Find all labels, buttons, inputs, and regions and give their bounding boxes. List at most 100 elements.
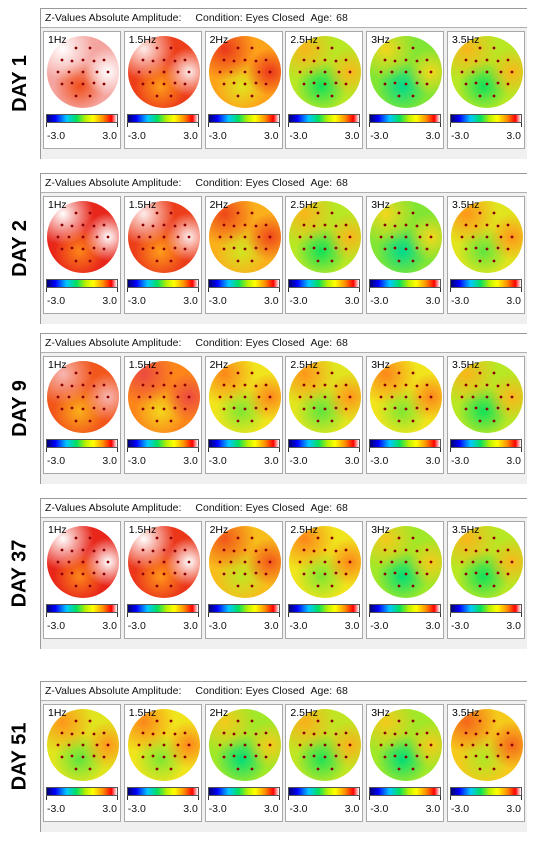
topomap-cell[interactable]: 1.5Hz -3.0 3.0 — [123, 196, 202, 314]
topomap-cell[interactable]: 1Hz -3.0 3.0 — [43, 521, 121, 639]
electrode-dot — [478, 94, 482, 98]
head-map — [47, 361, 119, 433]
electrode-dot — [344, 58, 348, 62]
electrode-dot — [383, 548, 387, 552]
topomap-cell[interactable]: 2Hz -3.0 3.0 — [204, 196, 283, 314]
topomap-cell[interactable]: 3Hz -3.0 3.0 — [366, 31, 445, 149]
frequency-label: 1Hz — [48, 34, 67, 46]
electrode-layer — [56, 371, 110, 423]
head-map — [450, 526, 523, 598]
electrode-dot — [70, 59, 74, 63]
topomap-cell[interactable]: 2Hz -3.0 3.0 — [204, 521, 283, 639]
topomap-panel: Z-Values Absolute Amplitude: Condition: E… — [40, 8, 527, 159]
topomap-cell[interactable]: 2.5Hz -3.0 3.0 — [285, 31, 364, 149]
topomap-cell[interactable]: 3Hz -3.0 3.0 — [366, 196, 445, 314]
head-map — [47, 526, 119, 598]
electrode-dot — [243, 82, 246, 86]
electrode-dot — [464, 572, 468, 576]
electrode-dot — [411, 719, 415, 723]
topomap-cell[interactable]: 1Hz -3.0 3.0 — [43, 196, 121, 314]
electrode-dot — [334, 571, 338, 575]
panel-header: Z-Values Absolute Amplitude: Condition: E… — [41, 334, 527, 353]
electrode-dot — [323, 395, 327, 399]
electrode-dot — [102, 247, 106, 251]
electrode-dot — [88, 584, 92, 588]
topomap-cell[interactable]: 2Hz -3.0 3.0 — [204, 31, 283, 149]
topomap-cell[interactable]: 2Hz -3.0 3.0 — [204, 356, 283, 474]
electrode-layer — [137, 46, 191, 98]
electrode-dot — [404, 407, 408, 411]
electrode-dot — [464, 58, 468, 62]
electrode-layer — [56, 719, 110, 771]
topomap-cell[interactable]: 1.5Hz -3.0 3.0 — [123, 356, 202, 474]
topomap-cell[interactable]: 3.5Hz -3.0 3.0 — [446, 31, 525, 149]
electrode-dot — [141, 731, 145, 735]
electrode-dot — [344, 731, 348, 735]
scale-min: -3.0 — [127, 803, 146, 815]
topomap-cell[interactable]: 3Hz -3.0 3.0 — [366, 704, 445, 822]
topomap-cell[interactable]: 1Hz -3.0 3.0 — [43, 31, 121, 149]
topomap-cell[interactable]: 1.5Hz -3.0 3.0 — [123, 521, 202, 639]
electrode-dot — [474, 384, 478, 388]
electrode-dot — [102, 383, 106, 387]
scale-min: -3.0 — [450, 130, 470, 142]
topomap-cell[interactable]: 2.5Hz -3.0 3.0 — [285, 704, 364, 822]
electrode-layer — [218, 211, 271, 263]
electrode-dot — [148, 70, 152, 74]
topomap-cell[interactable]: 3.5Hz -3.0 3.0 — [446, 521, 525, 639]
scale-labels: -3.0 3.0 — [289, 295, 359, 307]
topomap-cell[interactable]: 2Hz -3.0 3.0 — [204, 704, 283, 822]
topomap-cell[interactable]: 3.5Hz -3.0 3.0 — [446, 356, 525, 474]
electrode-dot — [187, 560, 191, 564]
topomap-cell[interactable]: 3Hz -3.0 3.0 — [366, 521, 445, 639]
electrode-dot — [496, 549, 500, 553]
topomap-cell[interactable]: 1Hz -3.0 3.0 — [43, 356, 121, 474]
frequency-label: 2.5Hz — [290, 524, 318, 536]
electrode-dot — [254, 384, 257, 388]
electrode-dot — [183, 572, 187, 576]
electrode-dot — [151, 246, 155, 250]
topomap-panel: Z-Values Absolute Amplitude: Condition: E… — [40, 681, 527, 832]
topomap-cell[interactable]: 2.5Hz -3.0 3.0 — [285, 521, 364, 639]
electrode-dot — [243, 235, 246, 239]
color-scale-bar — [126, 439, 199, 448]
topomap-cell[interactable]: 2.5Hz -3.0 3.0 — [285, 356, 364, 474]
day-label-text: DAY 37 — [8, 539, 31, 607]
electrode-dot — [323, 548, 327, 552]
electrode-dot — [397, 536, 401, 540]
topomap-cell[interactable]: 1.5Hz -3.0 3.0 — [123, 704, 202, 822]
electrode-dot — [425, 82, 429, 86]
electrode-dot — [250, 46, 253, 50]
scale-min: -3.0 — [289, 620, 308, 632]
electrode-dot — [302, 548, 306, 552]
electrode-dot — [496, 246, 500, 250]
topomap-cell[interactable]: 1Hz -3.0 3.0 — [43, 704, 121, 822]
electrode-layer — [298, 46, 352, 98]
electrode-dot — [183, 755, 187, 759]
electrode-dot — [102, 407, 106, 411]
scale-max: 3.0 — [183, 295, 198, 307]
topomap-cell[interactable]: 3.5Hz -3.0 3.0 — [446, 704, 525, 822]
electrode-dot — [316, 419, 320, 423]
electrode-dot — [415, 246, 419, 250]
scale-labels: -3.0 3.0 — [451, 803, 521, 815]
electrode-layer — [379, 46, 433, 98]
electrode-dot — [243, 731, 246, 735]
electrode-dot — [169, 371, 173, 375]
topomap-cell[interactable]: 3Hz -3.0 3.0 — [366, 356, 445, 474]
electrode-dot — [162, 743, 166, 747]
topomap-cell[interactable]: 3.5Hz -3.0 3.0 — [446, 196, 525, 314]
scale-ticks — [46, 796, 118, 800]
electrode-dot — [393, 59, 397, 63]
head-map — [370, 709, 443, 781]
condition-text: Condition: Eyes Closed — [195, 337, 305, 349]
head-map — [127, 201, 200, 273]
topomap-row: 1Hz -3.0 3.0 1.5Hz -3.0 3.0 2Hz -3.0 3.0 2.5Hz -3.… — [43, 31, 525, 149]
topomap-cell[interactable]: 2.5Hz -3.0 3.0 — [285, 196, 364, 314]
electrode-dot — [397, 719, 401, 723]
scale-max: 3.0 — [263, 130, 279, 142]
electrode-dot — [243, 743, 246, 747]
electrode-layer — [137, 719, 191, 771]
topomap-cell[interactable]: 1.5Hz -3.0 3.0 — [123, 31, 202, 149]
electrode-dot — [222, 755, 225, 759]
